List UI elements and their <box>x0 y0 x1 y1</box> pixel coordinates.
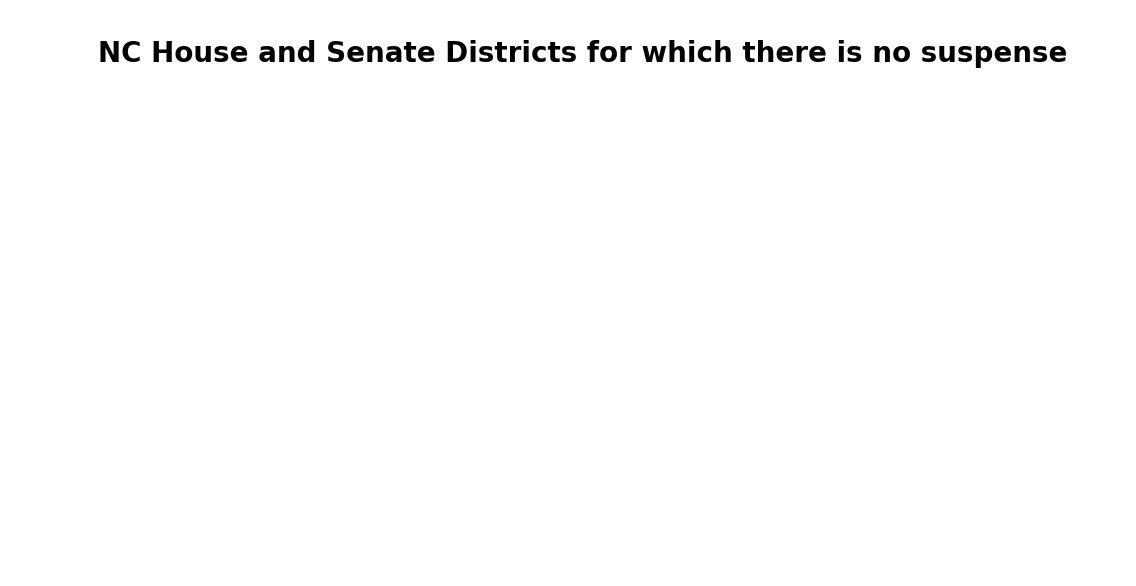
Title: NC House and Senate Districts for which there is no suspense: NC House and Senate Districts for which … <box>98 40 1067 68</box>
